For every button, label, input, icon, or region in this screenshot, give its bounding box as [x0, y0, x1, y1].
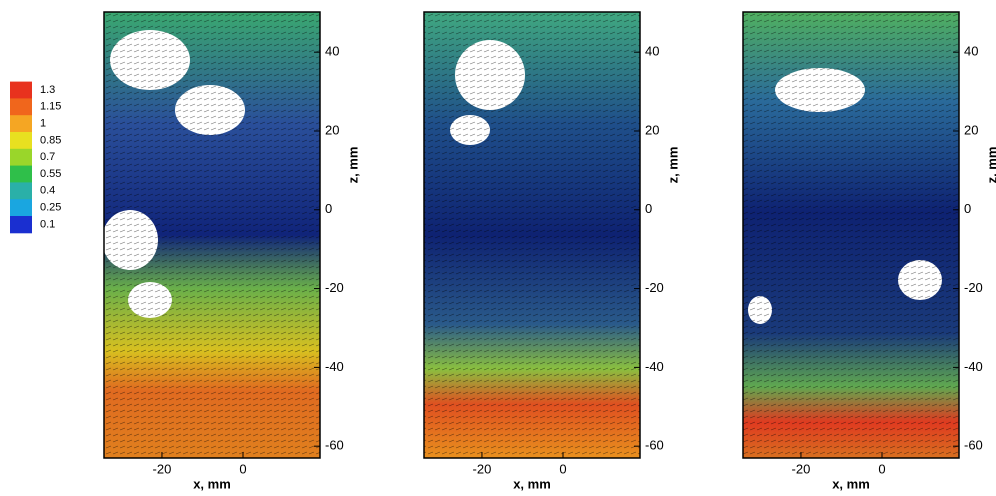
y-tick-label: 20	[325, 122, 339, 137]
panel: -20 0 40 20 0 -20 -40 -60 x, mm z, mm	[423, 11, 680, 491]
y-tick-label: -20	[325, 280, 344, 295]
y-tick-label: -60	[964, 438, 983, 453]
x-axis-label: x, mm	[832, 476, 870, 491]
y-tick-label: 20	[645, 122, 659, 137]
colorbar-label: 0.25	[40, 202, 61, 214]
vectors	[743, 12, 959, 458]
x-tick-label: -20	[792, 461, 811, 476]
panel: -20 0 40 20 0 -20 -40 -60 x, mm z, mm	[102, 11, 360, 491]
y-tick-label: 40	[325, 44, 339, 59]
colorbar-label: 0.55	[40, 168, 61, 180]
y-tick-label: -60	[325, 438, 344, 453]
y-axis-label: z, mm	[665, 147, 680, 184]
colorbar-swatch	[10, 182, 32, 200]
colorbar-label: 1.15	[40, 101, 61, 113]
y-tick-label: -40	[645, 359, 664, 374]
x-axis-label: x, mm	[193, 476, 231, 491]
x-tick-label: -20	[153, 461, 172, 476]
colorbar-label: 0.4	[40, 185, 55, 197]
colorbar-swatch	[10, 165, 32, 183]
x-tick-label: 0	[878, 461, 885, 476]
y-tick-label: -20	[645, 280, 664, 295]
x-tick-label: 0	[239, 461, 246, 476]
vectors	[424, 12, 640, 458]
colorbar: 1.3 1.15 1 0.85 0.7 0.55 0.4 0.25 0.1	[10, 81, 61, 234]
colorbar-swatch	[10, 98, 32, 116]
colorbar-label: 0.7	[40, 151, 55, 163]
y-tick-label: -40	[964, 359, 983, 374]
y-tick-label: 40	[964, 44, 978, 59]
y-tick-label: 40	[645, 44, 659, 59]
colorbar-swatch	[10, 81, 32, 99]
colorbar-swatch	[10, 148, 32, 167]
y-tick-label: -20	[964, 280, 983, 295]
colorbar-swatch	[10, 216, 32, 234]
vectors	[104, 12, 320, 458]
y-tick-label: 0	[325, 201, 332, 216]
frame	[423, 11, 641, 459]
frame	[742, 11, 960, 459]
colorbar-swatch	[10, 199, 32, 217]
panel: -20 0 40 20 0 -20 -40 -60 x, mm z, mm	[742, 11, 996, 491]
colorbar-label: 1.3	[40, 84, 55, 96]
y-tick-label: 20	[964, 122, 978, 137]
y-tick-label: -60	[645, 438, 664, 453]
colorbar-swatch	[10, 132, 32, 150]
colorbar-label: 0.1	[40, 218, 55, 230]
y-tick-label: -40	[325, 359, 344, 374]
colorbar-label: 1	[40, 118, 46, 130]
y-tick-label: 0	[645, 201, 652, 216]
frame	[103, 11, 321, 459]
x-axis-label: x, mm	[513, 476, 551, 491]
x-tick-label: -20	[473, 461, 492, 476]
colorbar-swatch	[10, 115, 32, 133]
x-tick-label: 0	[559, 461, 566, 476]
y-axis-label: z, mm	[984, 147, 996, 184]
colorbar-label: 0.85	[40, 134, 61, 146]
y-axis-label: z, mm	[345, 147, 360, 184]
y-tick-label: 0	[964, 201, 971, 216]
